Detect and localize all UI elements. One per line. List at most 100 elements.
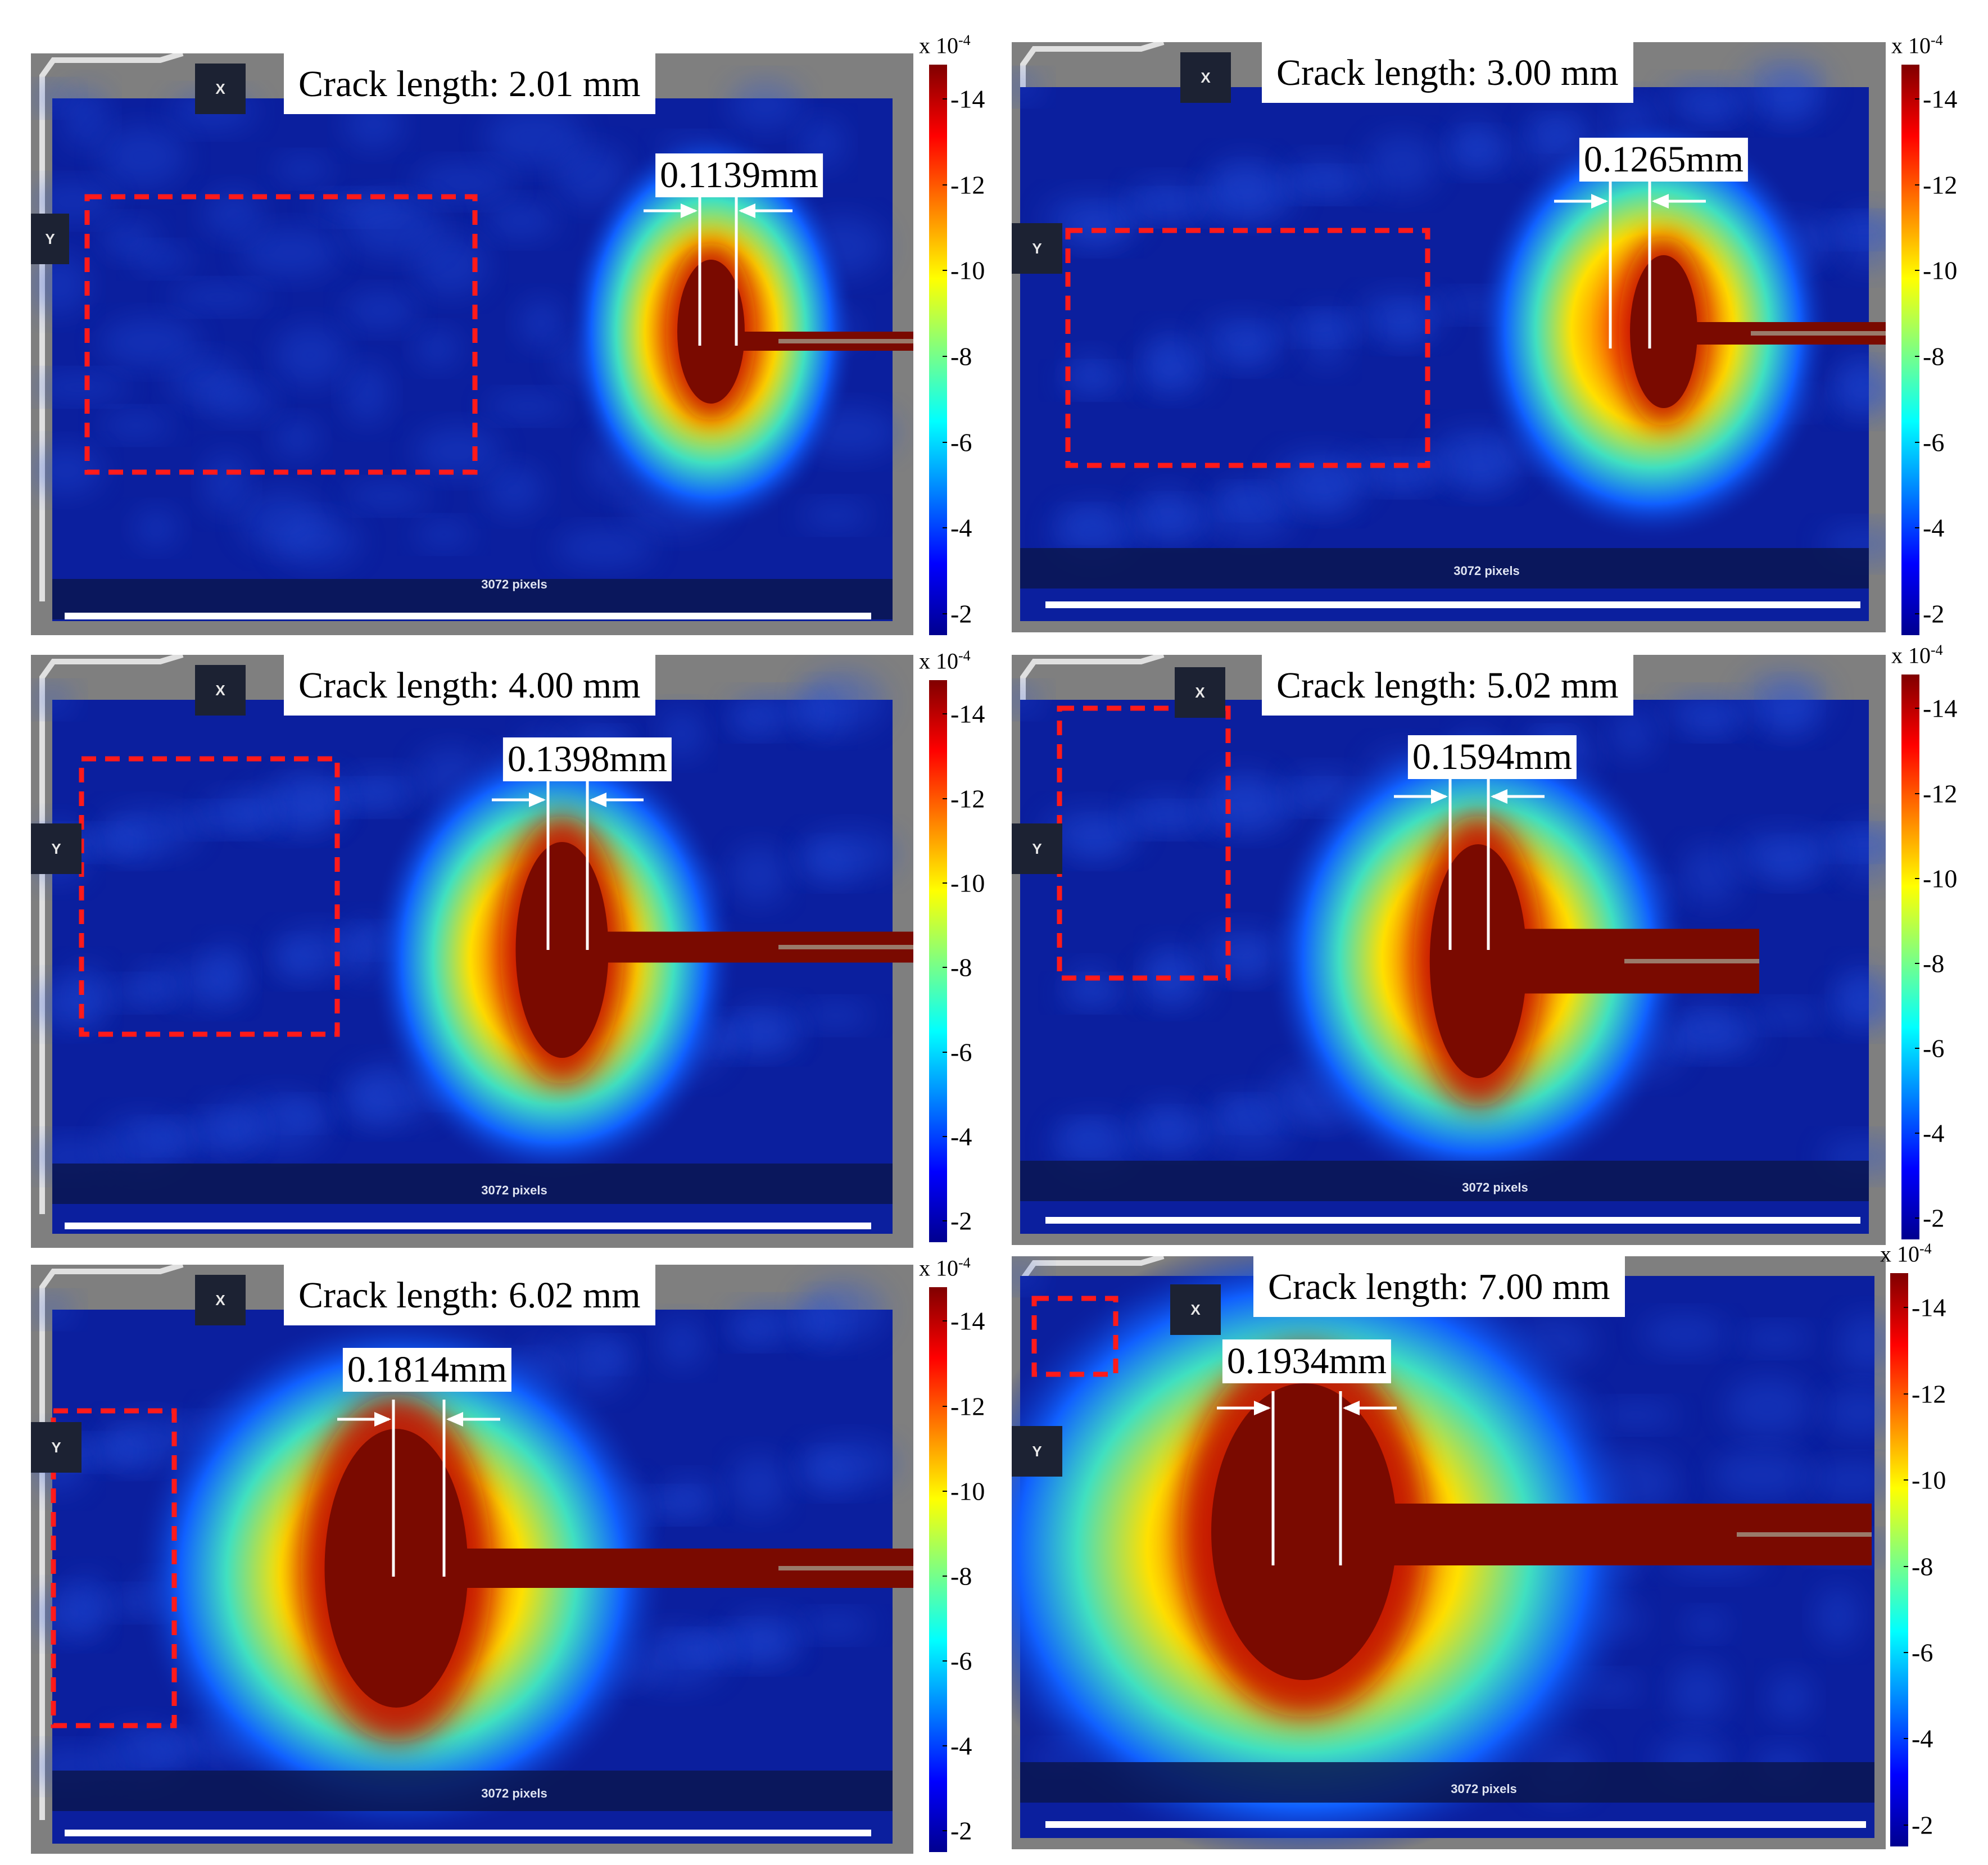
- colorbar-tick-mark: [943, 1136, 947, 1138]
- colorbar-tick-label: -6: [1912, 1638, 1933, 1667]
- colorbar-tick-mark: [1915, 708, 1919, 709]
- crack-length-title-2: Crack length: 3.00 mm: [1262, 42, 1633, 103]
- colorbar-tick-label: -8: [1923, 342, 1945, 371]
- colorbar-tick-label: -14: [950, 1306, 985, 1336]
- colorbar-tick-label: -10: [950, 256, 985, 285]
- colorbar-gradient: [929, 1287, 947, 1852]
- colorbar-tick-label: -12: [950, 170, 985, 200]
- strain-field-image-3: [31, 655, 913, 1248]
- y-axis-tag-5: Y: [31, 1422, 81, 1473]
- colorbar-tick-mark: [1915, 1133, 1919, 1134]
- colorbar-2: x 10-4 -14 -12 -10 -8 -6 -4 -2: [1886, 25, 1984, 641]
- crack-width-label-3: 0.1398mm: [502, 737, 672, 781]
- y-axis-tag-4: Y: [1012, 823, 1062, 874]
- crack-width-label-6: 0.1934mm: [1222, 1339, 1392, 1383]
- colorbar-tick-label: -8: [1912, 1552, 1933, 1581]
- colorbar-tick-label: -12: [950, 1392, 985, 1421]
- colorbar-tick-label: -14: [950, 84, 985, 114]
- colorbar-tick-mark: [943, 1320, 947, 1322]
- x-axis-tag-4: X: [1175, 667, 1225, 718]
- colorbar-tick-label: -8: [950, 342, 972, 371]
- colorbar-tick-label: -14: [950, 699, 985, 728]
- scale-bar-label-5: 3072 pixels: [481, 1786, 547, 1800]
- colorbar-tick-label: -4: [1923, 513, 1945, 542]
- colorbar-tick-label: -12: [1923, 170, 1958, 200]
- crack-length-title-5: Crack length: 6.02 mm: [284, 1265, 655, 1325]
- colorbar-tick-mark: [943, 882, 947, 884]
- colorbar-tick-mark: [943, 713, 947, 715]
- colorbar-tick-label: -2: [1912, 1810, 1933, 1840]
- colorbar-tick-mark: [1915, 527, 1919, 529]
- colorbar-1: x 10-4 -14 -12 -10 -8 -6 -4 -2: [913, 25, 1012, 641]
- colorbar-tick-label: -4: [1923, 1119, 1945, 1148]
- colorbar-tick-mark: [943, 1490, 947, 1492]
- colorbar-tick-label: -12: [950, 784, 985, 813]
- y-axis-tag-1: Y: [31, 214, 69, 264]
- colorbar-exponent: x 10-4: [1891, 32, 1943, 58]
- colorbar-tick-mark: [1904, 1565, 1908, 1567]
- colorbar-tick-label: -4: [1912, 1724, 1933, 1753]
- colorbar-tick-label: -6: [1923, 1034, 1945, 1063]
- y-axis-tag-3: Y: [31, 823, 81, 874]
- crack-length-title-3: Crack length: 4.00 mm: [284, 655, 655, 716]
- crack-length-title-4: Crack length: 5.02 mm: [1262, 655, 1633, 716]
- scale-bar-label-4: 3072 pixels: [1462, 1180, 1528, 1194]
- colorbar-tick-mark: [1915, 962, 1919, 964]
- colorbar-tick-label: -10: [1923, 864, 1958, 893]
- colorbar-tick-label: -4: [950, 1731, 972, 1760]
- colorbar-exponent: x 10-4: [919, 648, 971, 674]
- panel-4: Crack length: 5.02 mm 0.1594mm X Y 3072 …: [1012, 655, 1886, 1245]
- colorbar-gradient: [929, 65, 947, 635]
- colorbar-tick-label: -8: [950, 953, 972, 982]
- colorbar-tick-mark: [1915, 793, 1919, 794]
- colorbar-tick-mark: [1904, 1651, 1908, 1653]
- colorbar-tick-mark: [943, 527, 947, 529]
- crack-width-label-5: 0.1814mm: [342, 1348, 512, 1392]
- colorbar-tick-label: -10: [950, 1477, 985, 1506]
- scale-bar-label-3: 3072 pixels: [481, 1183, 547, 1197]
- colorbar-tick-label: -8: [1923, 949, 1945, 978]
- colorbar-tick-mark: [943, 1660, 947, 1662]
- colorbar-tick-label: -2: [950, 1206, 972, 1235]
- colorbar-tick-mark: [943, 270, 947, 271]
- colorbar-tick-label: -4: [950, 1122, 972, 1151]
- x-axis-tag-2: X: [1180, 52, 1231, 103]
- colorbar-tick-mark: [943, 355, 947, 357]
- colorbar-tick-mark: [1904, 1393, 1908, 1395]
- x-axis-tag-1: X: [195, 64, 246, 114]
- colorbar-tick-mark: [1915, 184, 1919, 185]
- colorbar-tick-mark: [1904, 1824, 1908, 1826]
- colorbar-tick-mark: [1915, 355, 1919, 357]
- colorbar-tick-mark: [1904, 1307, 1908, 1309]
- colorbar-5: x 10-4 -14 -12 -10 -8 -6 -4 -2: [913, 1248, 1012, 1858]
- colorbar-tick-label: -10: [1923, 256, 1958, 285]
- colorbar-gradient: [929, 680, 947, 1242]
- colorbar-tick-mark: [943, 967, 947, 968]
- crack-length-title-6: Crack length: 7.00 mm: [1253, 1256, 1625, 1317]
- crack-width-label-4: 0.1594mm: [1407, 735, 1577, 779]
- colorbar-tick-label: -10: [1912, 1465, 1946, 1495]
- y-axis-tag-6: Y: [1012, 1426, 1062, 1477]
- colorbar-tick-mark: [1915, 441, 1919, 443]
- colorbar-gradient: [1901, 675, 1919, 1239]
- colorbar-6: x 10-4 -14 -12 -10 -8 -6 -4 -2: [1874, 1234, 1984, 1852]
- colorbar-tick-mark: [943, 1830, 947, 1832]
- colorbar-tick-mark: [943, 98, 947, 100]
- colorbar-tick-mark: [943, 1051, 947, 1053]
- strain-field-image-6: [1012, 1256, 1886, 1849]
- colorbar-tick-label: -4: [950, 513, 972, 542]
- colorbar-tick-label: -12: [1912, 1379, 1946, 1409]
- colorbar-tick-label: -2: [1923, 1203, 1945, 1233]
- panel-1: Crack length: 2.01 mm 0.1139mm X Y 3072 …: [31, 53, 913, 635]
- colorbar-tick-mark: [943, 184, 947, 185]
- colorbar-tick-mark: [1915, 98, 1919, 100]
- scale-bar-label-6: 3072 pixels: [1451, 1782, 1517, 1796]
- colorbar-tick-mark: [943, 798, 947, 799]
- panel-6: Crack length: 7.00 mm 0.1934mm X Y 3072 …: [1012, 1256, 1886, 1849]
- x-axis-tag-6: X: [1170, 1284, 1221, 1335]
- colorbar-exponent: x 10-4: [1891, 642, 1943, 668]
- colorbar-tick-mark: [1904, 1479, 1908, 1481]
- panel-3: Crack length: 4.00 mm 0.1398mm X Y 3072 …: [31, 655, 913, 1248]
- colorbar-tick-label: -2: [1923, 599, 1945, 628]
- y-axis-tag-2: Y: [1012, 223, 1062, 274]
